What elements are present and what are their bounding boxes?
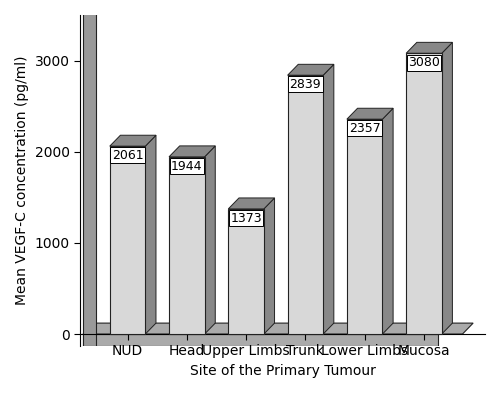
Polygon shape <box>83 323 473 334</box>
Polygon shape <box>264 198 274 334</box>
Polygon shape <box>110 135 156 146</box>
Text: 2357: 2357 <box>349 122 380 135</box>
Text: 1944: 1944 <box>171 160 202 173</box>
Polygon shape <box>204 146 216 334</box>
Y-axis label: Mean VEGF-C concentration (pg/ml): Mean VEGF-C concentration (pg/ml) <box>15 56 29 305</box>
Text: 1373: 1373 <box>230 212 262 225</box>
X-axis label: Site of the Primary Tumour: Site of the Primary Tumour <box>190 364 376 378</box>
Bar <box>406 53 442 334</box>
Polygon shape <box>169 146 216 157</box>
Polygon shape <box>228 198 274 209</box>
Bar <box>228 209 264 334</box>
Polygon shape <box>347 108 393 119</box>
Bar <box>347 119 382 334</box>
Bar <box>288 75 323 334</box>
Bar <box>110 146 146 334</box>
Polygon shape <box>146 135 156 334</box>
Bar <box>169 157 204 334</box>
Text: 3080: 3080 <box>408 56 440 69</box>
Text: 2061: 2061 <box>112 149 144 162</box>
Polygon shape <box>442 42 452 334</box>
Bar <box>83 6 96 346</box>
Polygon shape <box>382 108 393 334</box>
Polygon shape <box>323 64 334 334</box>
Polygon shape <box>288 64 334 75</box>
Polygon shape <box>83 0 107 6</box>
Text: 2839: 2839 <box>290 78 321 91</box>
Bar <box>83 334 438 346</box>
Polygon shape <box>406 42 452 53</box>
